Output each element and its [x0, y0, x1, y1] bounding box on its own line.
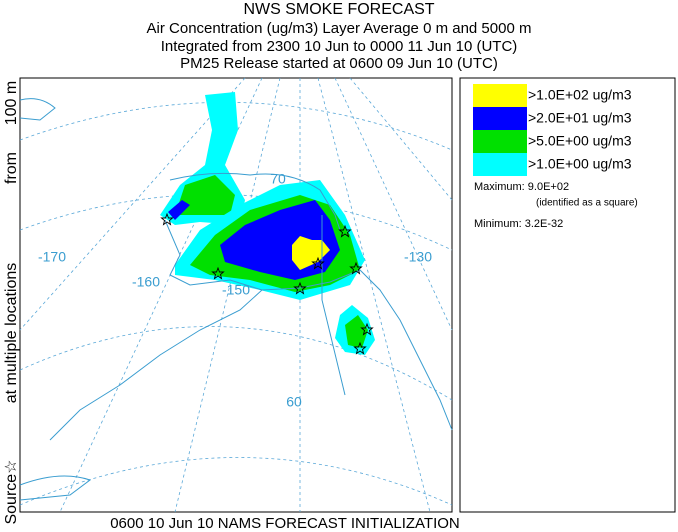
coast	[19, 98, 56, 121]
legend: >1.0E+02 ug/m3 >2.0E+01 ug/m3 >5.0E+00 ug/…	[473, 84, 632, 176]
coastline	[19, 98, 453, 501]
grid-line	[317, 77, 431, 513]
subtitle: Air Concentration (ug/m3) Layer Average …	[147, 20, 532, 37]
legend-label: >5.0E+00 ug/m3	[528, 133, 632, 149]
source-star	[211, 266, 225, 280]
maximum-note: (identified as a square)	[536, 198, 638, 209]
map-label: -170	[38, 249, 66, 265]
title: NWS SMOKE FORECAST	[243, 1, 434, 18]
border	[321, 215, 346, 396]
source-star	[338, 224, 352, 238]
source-star	[293, 281, 307, 295]
grid-line	[334, 77, 453, 331]
source-star	[349, 261, 363, 275]
subtitle: Integrated from 2300 10 Jun to 0000 11 J…	[161, 38, 518, 55]
footer: 0600 10 Jun 10 NAMS FORECAST INITIALIZAT…	[110, 515, 460, 532]
map-label: 70	[270, 171, 286, 187]
grid-line	[19, 101, 453, 151]
coast	[19, 475, 92, 501]
sources	[160, 212, 374, 355]
side-label-part: Source☆	[3, 459, 20, 524]
plume-level	[345, 315, 368, 348]
grid-line	[19, 77, 246, 331]
source-star	[360, 322, 374, 336]
side-label-part: 100 m	[3, 81, 20, 125]
minimum: Minimum: 3.2E-32	[474, 218, 563, 230]
maximum: Maximum: 9.0E+02	[474, 181, 569, 193]
legend-panel: >1.0E+02 ug/m3 >2.0E+01 ug/m3 >5.0E+00 ug/…	[459, 77, 676, 513]
legend-swatch	[473, 153, 527, 176]
source-star	[160, 212, 174, 226]
plumes	[160, 92, 375, 355]
source-star	[311, 256, 325, 270]
grid-line	[19, 457, 453, 506]
map-label: -150	[222, 282, 250, 298]
legend-label: >1.0E+00 ug/m3	[528, 156, 632, 172]
legend-label: >1.0E+02 ug/m3	[528, 87, 632, 103]
plume-level	[292, 236, 330, 270]
side-label: Source☆ at multiple locations from 100 m	[3, 81, 20, 525]
map-label: -160	[132, 274, 160, 290]
map: -170 -160 -150 -130 60 70	[19, 77, 453, 513]
grid-line	[349, 77, 453, 201]
legend-swatch	[473, 107, 527, 130]
subtitle: PM25 Release started at 0600 09 Jun 10 (…	[180, 55, 498, 72]
legend-label: >2.0E+01 ug/m3	[528, 110, 632, 126]
source-star	[353, 341, 367, 355]
grid-line	[174, 77, 281, 513]
legend-swatch	[473, 130, 527, 153]
side-label-part: from	[3, 152, 20, 184]
map-label: -130	[404, 249, 432, 265]
map-frame	[19, 77, 453, 513]
plume-level	[168, 200, 190, 220]
side-label-part: at multiple locations	[3, 263, 20, 404]
legend-swatch	[473, 84, 527, 107]
map-label: 60	[286, 394, 302, 410]
grid-line	[19, 326, 453, 401]
coast	[49, 172, 453, 441]
